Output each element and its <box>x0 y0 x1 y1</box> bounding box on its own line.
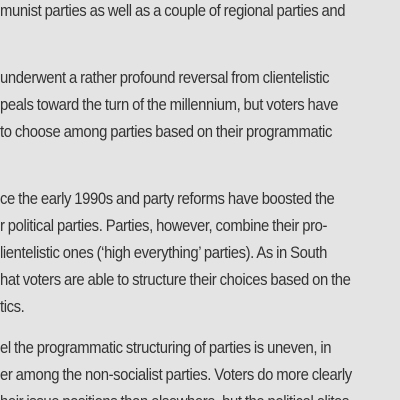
text-line: underwent a rather profound reversal fro… <box>0 69 330 87</box>
text-line: el the programmatic structuring of parti… <box>0 339 332 357</box>
text-line: munist parties as well as a couple of re… <box>0 2 346 20</box>
text-line: hat voters are able to structure their c… <box>0 271 351 289</box>
text-line: lientelistic ones (‘high everything’ par… <box>0 244 327 262</box>
text-line: r political parties. Parties, however, c… <box>0 217 328 235</box>
text-line: heir issue positions than elsewhere, but… <box>0 392 349 400</box>
text-line: er among the non-socialist parties. Vote… <box>0 366 352 384</box>
text-line: tics. <box>0 298 25 316</box>
text-line: peals toward the turn of the millennium,… <box>0 96 339 114</box>
text-line: to choose among parties based on their p… <box>0 123 332 141</box>
text-line: ce the early 1990s and party reforms hav… <box>0 190 335 208</box>
